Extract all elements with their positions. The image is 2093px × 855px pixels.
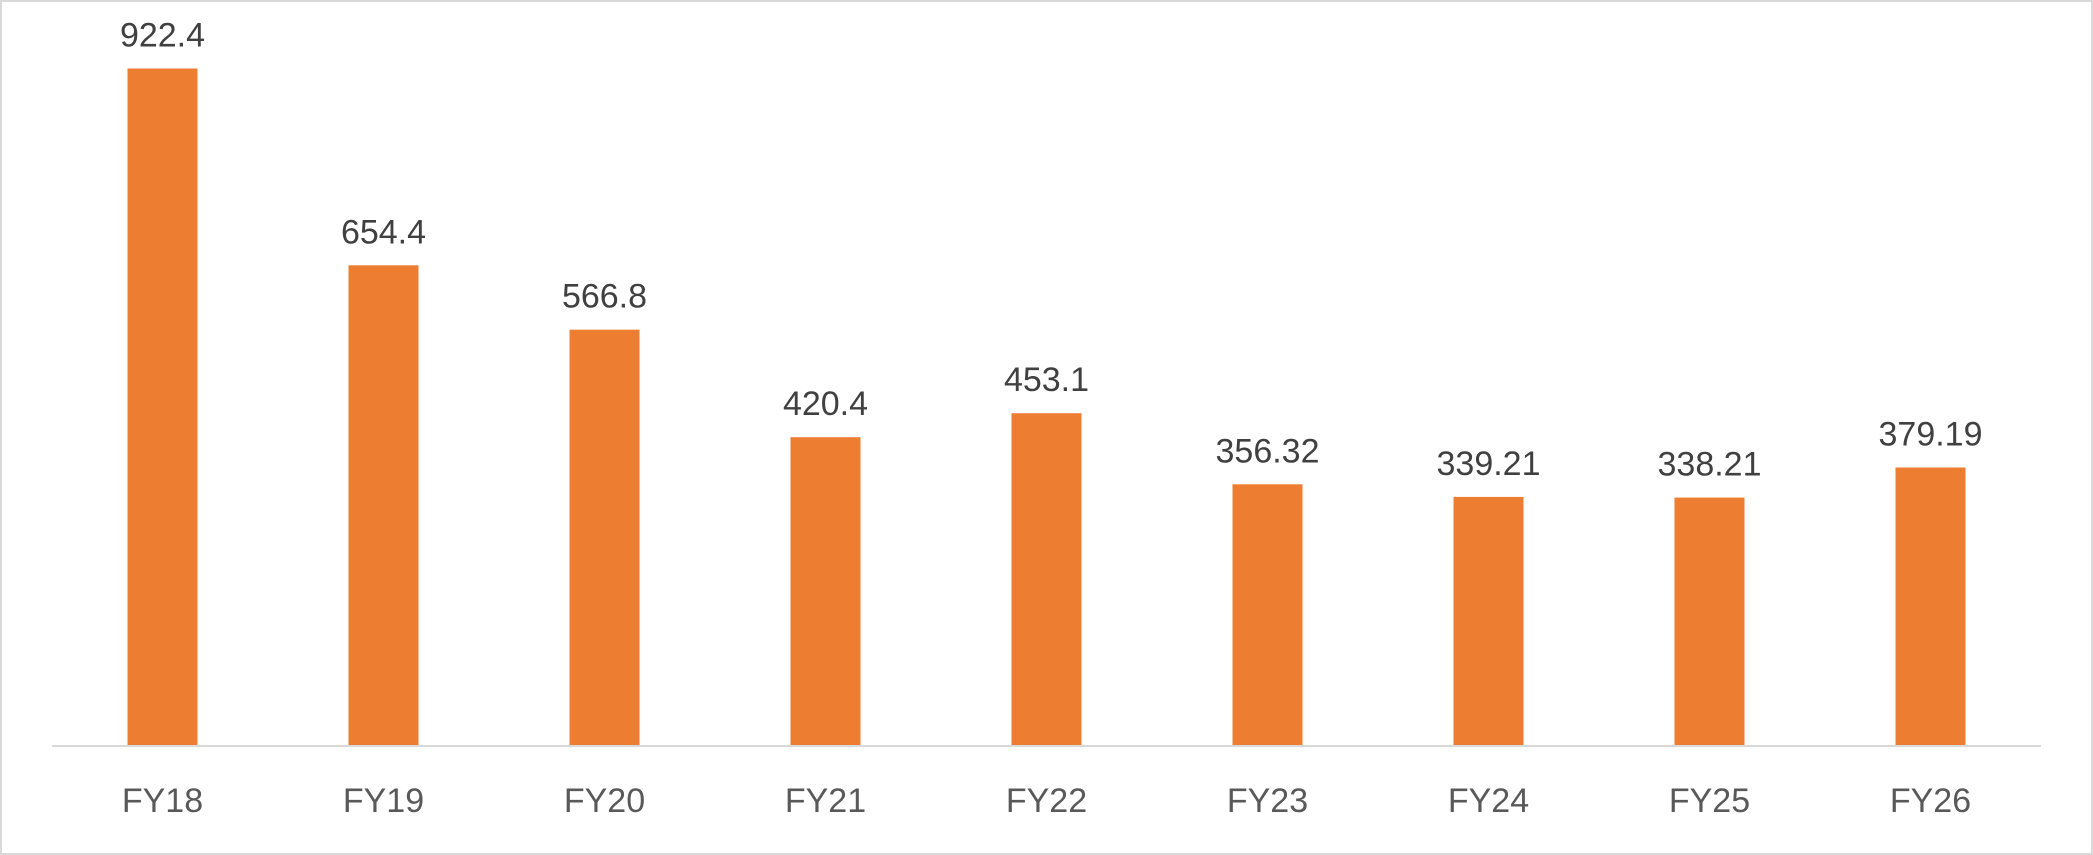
value-label-fy20: 566.8 [562, 278, 647, 316]
bar-fy23 [1232, 484, 1303, 745]
bar-fy20 [569, 329, 640, 745]
category-label-fy21: FY21 [785, 782, 866, 820]
value-labels-group: 922.4 654.4 566.8 420.4 453.1 356.32 339.21 338… [120, 17, 1983, 484]
bar-fy19 [348, 265, 419, 745]
category-label-fy23: FY23 [1227, 782, 1308, 820]
category-label-fy25: FY25 [1669, 782, 1750, 820]
category-label-fy22: FY22 [1006, 782, 1087, 820]
category-label-fy26: FY26 [1890, 782, 1971, 820]
value-label-fy22: 453.1 [1004, 361, 1089, 399]
value-label-fy21: 420.4 [783, 385, 868, 423]
value-label-fy26: 379.19 [1879, 416, 1983, 454]
bar-fy21 [790, 437, 861, 745]
bar-fy22 [1011, 413, 1082, 745]
value-label-fy19: 654.4 [341, 213, 426, 251]
category-labels-group: FY18 FY19 FY20 FY21 FY22 FY23 FY24 FY25 FY26 [122, 782, 1971, 820]
bars-group [127, 68, 1966, 745]
bar-fy18 [127, 68, 198, 745]
value-label-fy23: 356.32 [1216, 432, 1320, 470]
bar-fy26 [1895, 467, 1966, 745]
value-label-fy24: 339.21 [1437, 445, 1541, 483]
category-label-fy18: FY18 [122, 782, 203, 820]
category-label-fy24: FY24 [1448, 782, 1529, 820]
bar-fy25 [1674, 497, 1745, 745]
category-label-fy20: FY20 [564, 782, 645, 820]
value-label-fy18: 922.4 [120, 17, 205, 55]
bar-fy24 [1453, 496, 1524, 745]
value-label-fy25: 338.21 [1658, 446, 1762, 484]
category-label-fy19: FY19 [343, 782, 424, 820]
